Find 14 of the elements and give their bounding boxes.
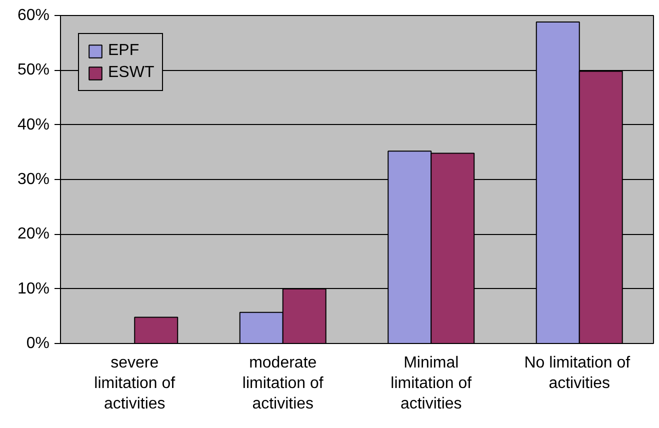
x-tick-label: severe limitation of activities xyxy=(94,354,176,412)
bar xyxy=(134,316,178,344)
y-tick-label: 0% xyxy=(26,335,50,352)
x-tick-label: moderate limitation of activities xyxy=(242,354,324,412)
y-tick-label: 40% xyxy=(17,116,50,134)
y-tick-label: 20% xyxy=(17,226,50,243)
y-tick-label: 30% xyxy=(17,171,50,188)
legend-label: ESWT xyxy=(108,64,154,82)
y-tick-label: 10% xyxy=(17,280,50,298)
x-tick-label: No limitation of activities xyxy=(524,354,631,392)
y-tick-label: 50% xyxy=(17,62,50,79)
legend-label: EPF xyxy=(108,42,140,60)
y-tick-label: 60% xyxy=(17,7,50,24)
x-tick-label: Minimal limitation of activities xyxy=(390,354,472,412)
